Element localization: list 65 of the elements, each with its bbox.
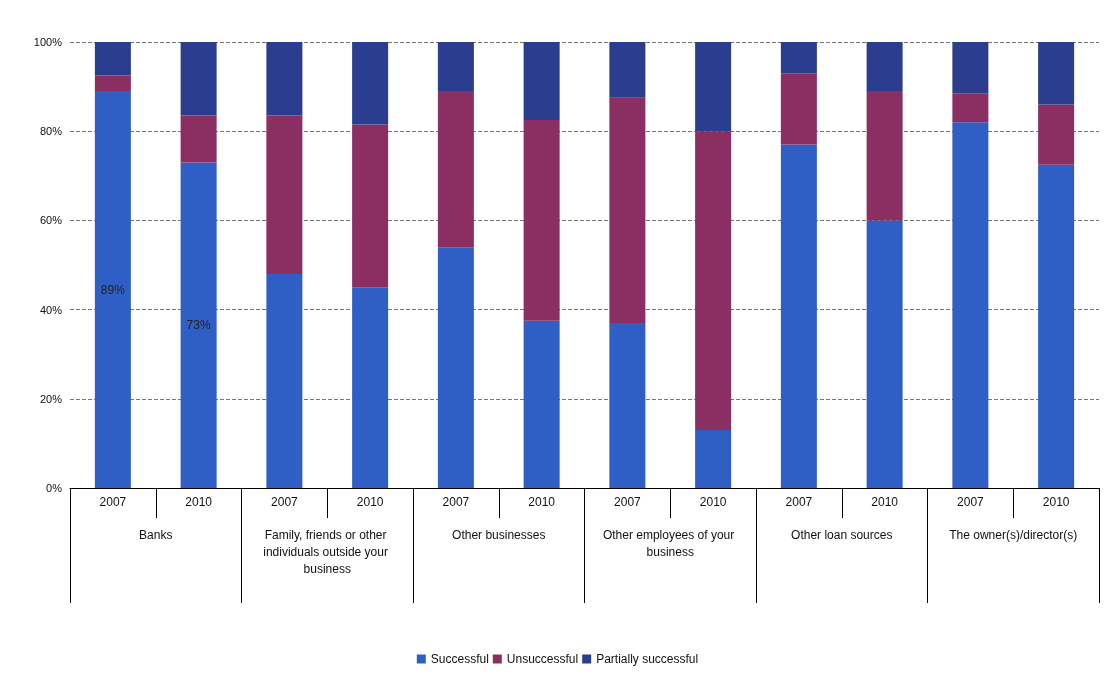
legend-label: Unsuccessful [506, 652, 579, 666]
bar [1038, 164, 1075, 488]
x-tick-label: 2007 [957, 495, 985, 509]
bar [437, 91, 474, 248]
bar [695, 430, 732, 488]
y-tick-label: 40% [39, 303, 63, 316]
bar [780, 73, 817, 145]
x-tick-label: 2007 [614, 495, 642, 509]
bar [94, 75, 131, 92]
y-tick-label: 0% [46, 482, 63, 494]
x-tick-label: 2007 [785, 495, 813, 509]
bar [866, 91, 903, 221]
x-tick-label: 2007 [99, 495, 127, 509]
bar [180, 162, 217, 488]
bar [180, 42, 217, 116]
bar [352, 124, 389, 288]
x-tick-label: 2010 [1042, 495, 1070, 509]
bar [523, 42, 560, 121]
bar [266, 42, 303, 116]
bar [523, 120, 560, 321]
bar [1038, 42, 1075, 105]
bar [523, 320, 560, 488]
legend-label: Partially successful [596, 652, 699, 666]
y-tick-label: 20% [39, 392, 63, 405]
bar [609, 97, 646, 323]
text: Other businesses [452, 527, 546, 542]
bar [94, 91, 131, 488]
bar [695, 131, 732, 431]
bar [866, 220, 903, 488]
bar [94, 42, 131, 76]
bar [866, 42, 903, 92]
bar [266, 273, 303, 488]
bar [437, 247, 474, 488]
bar [695, 42, 732, 132]
bar [952, 42, 989, 94]
text: The owner(s)/director(s) [949, 527, 1078, 542]
legend-label: Successful [430, 652, 489, 666]
x-tick-label: 2010 [528, 495, 556, 509]
data-label: 89% [100, 282, 126, 297]
bar [780, 144, 817, 488]
bar [609, 322, 646, 488]
data-label: 73% [186, 318, 211, 333]
bar [437, 42, 474, 92]
text: Family, friends or other individuals outside your business [263, 527, 392, 576]
x-tick-label: 2007 [442, 495, 470, 509]
text: Other loan sources [791, 527, 893, 542]
x-tick-label: 2010 [356, 495, 384, 509]
bar [352, 42, 389, 125]
bar [952, 122, 989, 488]
x-tick-label: 2007 [271, 495, 299, 509]
bar [266, 115, 303, 274]
text: Other employees of your business [602, 527, 738, 559]
text: Banks [139, 527, 173, 542]
x-tick-label: 2010 [185, 495, 213, 509]
y-tick-label: 80% [39, 125, 63, 138]
bar [952, 93, 989, 123]
bar [180, 115, 217, 163]
bar [1038, 104, 1075, 165]
y-tick-label: 60% [39, 214, 63, 227]
bar [609, 42, 646, 98]
x-tick-label: 2010 [699, 495, 727, 509]
bar [780, 42, 817, 74]
bar [352, 287, 389, 488]
y-tick-label: 100% [33, 36, 63, 48]
x-tick-label: 2010 [871, 495, 899, 509]
